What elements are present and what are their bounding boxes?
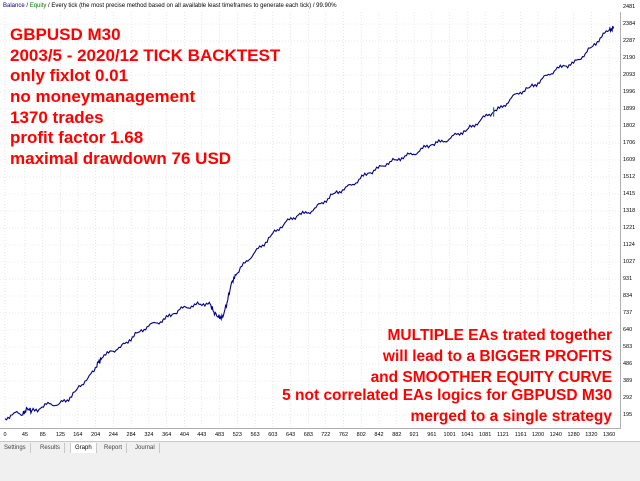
equity-chart: [0, 0, 620, 428]
tab-journal[interactable]: Journal: [131, 443, 160, 453]
info-line-period: 2003/5 - 2020/12 TICK BACKTEST: [10, 45, 281, 65]
y-tick-label: 834: [623, 293, 633, 299]
x-tick-label: 523: [232, 432, 242, 438]
y-tick-label: 292: [623, 395, 633, 401]
info-line-trades: 1370 trades: [10, 107, 104, 127]
x-tick-label: 1320: [585, 432, 598, 438]
y-tick-label: 931: [623, 276, 633, 282]
x-tick-label: 164: [73, 432, 83, 438]
x-tick-label: 85: [39, 432, 46, 438]
x-tick-label: 1200: [531, 432, 545, 438]
tab-settings[interactable]: Settings: [0, 443, 31, 453]
y-tick-label: 1415: [623, 191, 636, 197]
balance-line: [4, 25, 615, 421]
x-tick-label: 364: [162, 432, 172, 438]
message-line: MULTIPLE EAs trated together: [387, 327, 612, 344]
x-tick-label: 1360: [602, 432, 616, 438]
tester-tabs: Settings Results Graph Report Journal: [0, 441, 640, 481]
x-tick-label: 643: [286, 432, 296, 438]
x-tick-label: 0: [3, 432, 7, 438]
tab-report[interactable]: Report: [100, 443, 128, 453]
y-tick-label: 2093: [623, 72, 636, 78]
message-line: and SMOOTHER EQUITY CURVE: [370, 369, 612, 386]
y-tick-label: 1996: [623, 89, 636, 95]
merged-strategy-message: 5 not correlated EAs logics for GBPUSD M…: [282, 385, 612, 427]
info-line-symbol: GBPUSD M30: [10, 25, 121, 44]
x-tick-label: 284: [126, 432, 136, 438]
x-tick-label: 921: [409, 432, 419, 438]
info-line-lot: only fixlot 0.01: [10, 66, 129, 86]
x-tick-label: 1280: [567, 432, 580, 438]
message-line: 5 not correlated EAs logics for GBPUSD M…: [282, 387, 612, 404]
multiple-eas-message: MULTIPLE EAs trated together will lead t…: [371, 325, 612, 388]
info-line-drawdown: maximal drawdown 76 USD: [10, 149, 232, 169]
x-tick-label: 204: [91, 432, 101, 438]
x-tick-label: 324: [144, 432, 154, 438]
testing-mode-text: / Every tick (the most precise method ba…: [46, 3, 337, 9]
backtest-info-block: GBPUSD M30 2003/5 - 2020/12 TICK BACKTES…: [10, 25, 280, 170]
x-tick-label: 762: [338, 432, 349, 438]
x-tick-label: 842: [374, 432, 384, 438]
tab-results[interactable]: Results: [36, 443, 66, 453]
y-axis: 195 292 389 486 583 640 737 834 931 1027 1124 1221 1…: [621, 0, 640, 430]
x-tick-label: 443: [197, 432, 207, 438]
x-tick-label: 961: [427, 432, 437, 438]
legend-separator: /: [24, 3, 30, 9]
x-tick-label: 683: [303, 432, 313, 438]
y-tick-label: 195: [623, 412, 633, 418]
y-tick-label: 2481: [623, 4, 636, 10]
message-line: merged to a single strategy: [410, 408, 612, 425]
legend-equity: Equity: [29, 3, 47, 9]
x-tick-label: 1161: [514, 432, 527, 438]
x-axis: 0 45 85 125 164 204 244 284 324 364 404 443 483 523 56…: [0, 429, 640, 441]
y-tick-label: 1899: [623, 106, 636, 112]
legend-balance: Balance: [3, 3, 25, 9]
x-tick-label: 603: [268, 432, 278, 438]
x-tick-label: 244: [108, 432, 118, 438]
y-tick-label: 737: [623, 310, 633, 316]
x-tick-label: 563: [250, 432, 260, 438]
x-tick-label: 1240: [549, 432, 562, 438]
y-tick-label: 640: [623, 327, 633, 333]
x-tick-label: 125: [55, 432, 66, 438]
y-tick-label: 1609: [623, 157, 636, 163]
y-tick-label: 1802: [623, 123, 636, 129]
y-tick-label: 1706: [623, 140, 636, 146]
x-tick-label: 882: [392, 432, 402, 438]
info-line-profit-factor: profit factor 1.68: [10, 128, 144, 148]
y-tick-label: 1027: [623, 259, 636, 265]
x-tick-label: 483: [214, 432, 225, 438]
x-tick-label: 404: [179, 432, 190, 438]
y-tick-label: 389: [623, 378, 633, 384]
x-tick-label: 722: [321, 432, 331, 438]
x-tick-label: 1121: [497, 432, 509, 438]
x-tick-label: 1081: [479, 432, 492, 438]
y-tick-label: 1512: [623, 174, 636, 180]
y-tick-label: 1221: [623, 225, 636, 231]
y-tick-label: 2287: [623, 38, 636, 44]
y-tick-label: 2384: [623, 21, 636, 27]
y-tick-label: 1318: [623, 208, 636, 214]
message-line: will lead to a BIGGER PROFITS: [382, 348, 612, 365]
x-tick-label: 45: [21, 432, 29, 438]
x-tick-label: 1041: [461, 432, 474, 438]
x-tick-label: 1001: [443, 432, 456, 438]
y-tick-label: 2190: [623, 55, 636, 61]
chart-header: Balance / Equity / Every tick (the most …: [0, 0, 623, 12]
chart-plot-area: [0, 0, 621, 429]
info-line-mm: no moneymanagement: [10, 87, 196, 107]
x-tick-label: 802: [356, 432, 366, 438]
tab-graph[interactable]: Graph: [70, 443, 97, 453]
y-tick-label: 1124: [623, 242, 635, 248]
y-tick-label: 583: [623, 344, 633, 350]
y-tick-label: 486: [623, 361, 633, 367]
